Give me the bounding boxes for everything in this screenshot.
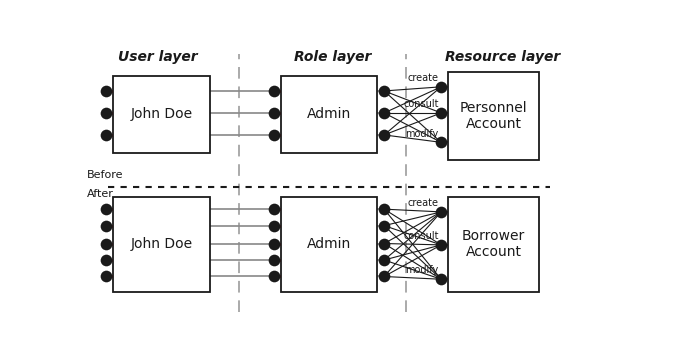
Text: Before: Before (87, 170, 124, 180)
Text: modify: modify (405, 129, 439, 139)
Text: create: create (408, 73, 439, 83)
Point (101, 88, 112, 94)
Bar (113, 76, 210, 153)
Point (379, 223, 389, 228)
Point (436, 110, 447, 116)
Point (436, 140, 447, 145)
Text: John Doe: John Doe (130, 237, 192, 251)
Text: Borrower
Account: Borrower Account (462, 229, 525, 259)
Bar (113, 197, 210, 292)
Point (379, 206, 389, 212)
Bar (448, 197, 539, 292)
Bar (281, 197, 377, 292)
Point (101, 223, 112, 228)
Point (269, 257, 279, 263)
Point (269, 273, 279, 279)
Point (379, 273, 389, 279)
Point (101, 273, 112, 279)
Point (269, 88, 279, 94)
Point (269, 223, 279, 228)
Point (269, 241, 279, 246)
Point (379, 257, 389, 263)
Point (101, 132, 112, 138)
Point (436, 242, 447, 248)
Point (269, 206, 279, 212)
Text: modify: modify (405, 265, 439, 275)
Text: consult: consult (403, 231, 439, 241)
Bar (448, 72, 539, 160)
Point (436, 84, 447, 90)
Point (101, 110, 112, 116)
Point (436, 276, 447, 282)
Point (269, 110, 279, 116)
Text: Admin: Admin (307, 107, 351, 121)
Point (101, 241, 112, 246)
Text: John Doe: John Doe (130, 107, 192, 121)
Text: Role layer: Role layer (294, 50, 371, 64)
Point (379, 88, 389, 94)
Text: Personnel
Account: Personnel Account (460, 101, 528, 131)
Text: User layer: User layer (118, 50, 197, 64)
Text: consult: consult (403, 99, 439, 109)
Point (101, 206, 112, 212)
Point (436, 209, 447, 215)
Text: After: After (87, 188, 114, 198)
Text: Admin: Admin (307, 237, 351, 251)
Bar (281, 76, 377, 153)
Point (379, 110, 389, 116)
Text: Resource layer: Resource layer (446, 50, 560, 64)
Point (101, 257, 112, 263)
Point (269, 132, 279, 138)
Text: create: create (408, 198, 439, 208)
Point (379, 241, 389, 246)
Point (379, 132, 389, 138)
